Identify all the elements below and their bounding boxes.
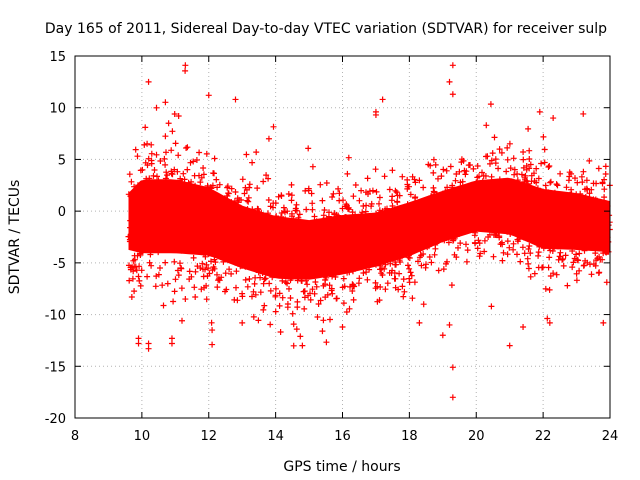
x-tick-label: 22 [535, 429, 552, 444]
scatter-outlier-point [449, 394, 456, 401]
axis-ticks: 8 10 12 14 16 18 20 22 24 15 10 5 0 -5 -10 -15 -20 [45, 50, 619, 444]
scatter-outlier-point [520, 323, 527, 330]
scatter-outlier-point [182, 296, 189, 303]
scatter-outlier-point [145, 78, 152, 85]
y-tick-label: 15 [49, 50, 66, 65]
scatter-outlier-point [449, 91, 456, 98]
scatter-points [125, 62, 613, 401]
x-tick-label: 16 [334, 429, 351, 444]
scatter-outlier-point [339, 323, 346, 330]
scatter-outlier-point [168, 340, 175, 347]
scatter-outlier-point [550, 115, 557, 122]
scatter-outlier-point [536, 108, 543, 115]
scatter-outlier-point [449, 62, 456, 69]
scatter-outlier-point [319, 328, 326, 335]
scatter-outlier-point [265, 135, 272, 142]
scatter-outlier-point [232, 96, 239, 103]
scatter-outlier-point [135, 335, 142, 342]
scatter-outlier-point [209, 341, 216, 348]
scatter-outlier-point [446, 321, 453, 328]
scatter-outlier-point [209, 327, 216, 334]
y-tick-label: -5 [53, 257, 66, 272]
scatter-outlier-point [439, 332, 446, 339]
scatter-outlier-point [135, 340, 142, 347]
scatter-outlier-point [600, 319, 607, 326]
scatter-outlier-point [239, 319, 246, 326]
scatter-outlier-point [205, 92, 212, 99]
scatter-outlier-point [168, 335, 175, 342]
y-tick-label: -15 [45, 360, 66, 375]
x-tick-label: 10 [134, 429, 151, 444]
scatter-outlier-point [145, 340, 152, 347]
y-tick-label: -20 [45, 412, 66, 427]
y-tick-label: -10 [45, 309, 66, 324]
scatter-outlier-point [145, 345, 152, 352]
scatter-outlier-point [175, 112, 182, 119]
scatter-outlier-point [546, 319, 553, 326]
x-tick-label: 18 [401, 429, 418, 444]
y-tick-label: 0 [58, 205, 66, 220]
scatter-dense-points [125, 67, 613, 349]
scatter-outlier-point [506, 342, 513, 349]
y-tick-label: 10 [49, 102, 66, 117]
x-tick-label: 24 [602, 429, 619, 444]
scatter-outlier-point [483, 122, 490, 129]
scatter-outlier-point [179, 317, 185, 324]
scatter-outlier-point [372, 111, 379, 118]
x-tick-label: 20 [468, 429, 485, 444]
chart-title: Day 165 of 2011, Sidereal Day-to-day VTE… [45, 21, 607, 37]
x-axis-label: GPS time / hours [283, 459, 400, 475]
scatter-outlier-point [165, 120, 172, 127]
scatter-outlier-point [182, 62, 189, 69]
scatter-outlier-point [299, 342, 306, 349]
x-tick-label: 8 [71, 429, 79, 444]
scatter-outlier-point [446, 78, 453, 85]
scatter-outlier-point [580, 110, 587, 117]
scatter-outlier-point [449, 364, 456, 371]
scatter-outlier-point [416, 319, 423, 326]
x-tick-label: 14 [267, 429, 284, 444]
y-axis-label: SDTVAR / TECUs [7, 180, 23, 295]
y-tick-label: 5 [58, 153, 66, 168]
scatter-outlier-point [379, 96, 386, 103]
scatter-outlier-point [142, 124, 149, 131]
x-tick-label: 12 [200, 429, 217, 444]
scatter-outlier-point [128, 293, 135, 300]
